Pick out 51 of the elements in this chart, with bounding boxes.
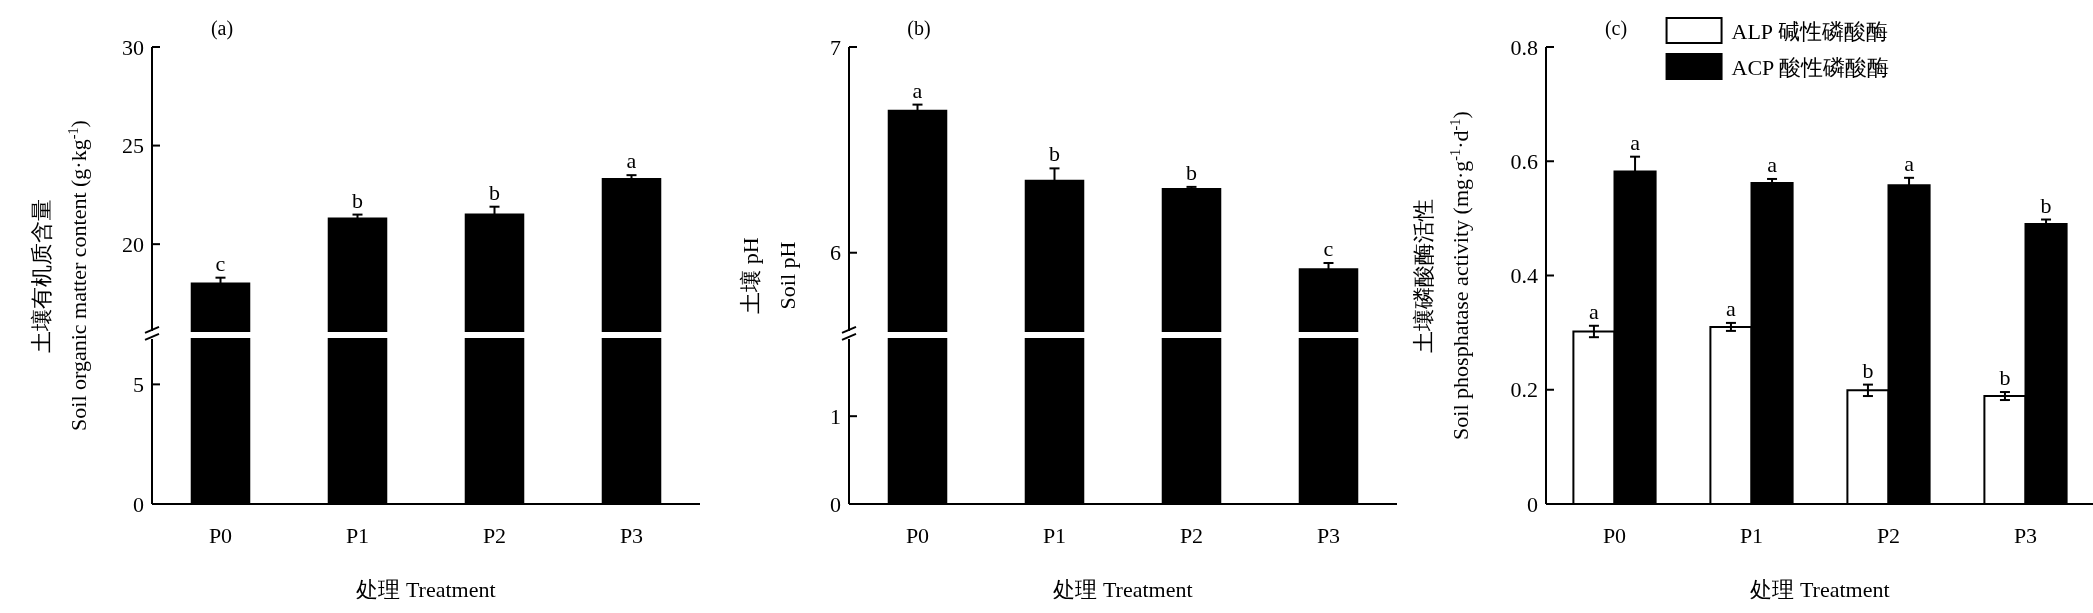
y-axis-title: 土壤 pH Soil pH — [737, 237, 800, 314]
y-tick-label: 30 — [122, 34, 144, 60]
annotation: b — [1186, 159, 1197, 185]
x-tick-label: P0 — [905, 523, 930, 548]
y-tick-label: 0.8 — [1510, 34, 1538, 60]
annotation: b — [1999, 365, 2011, 391]
y-tick-label: 25 — [122, 133, 144, 159]
y-tick-label: 6 — [830, 240, 841, 266]
x-axis-title: 处理 Treatment — [356, 577, 496, 602]
x-tick-label: P0 — [1602, 523, 1627, 548]
x-tick-label: P2 — [1179, 523, 1204, 548]
legend-label: ACP 酸性磷酸酶 — [1731, 54, 1890, 80]
y-tick-label: 0.4 — [1510, 263, 1538, 289]
annotation: c — [1323, 236, 1334, 262]
annotation: b — [1049, 141, 1060, 167]
x-tick-label: P0 — [208, 523, 233, 548]
x-axis-title: 处理 Treatment — [1053, 577, 1193, 602]
annotation: a — [626, 148, 637, 174]
y-tick-label: 1 — [830, 403, 841, 429]
annotation: b — [352, 187, 363, 213]
annotation: a — [1589, 298, 1600, 324]
y-tick-label: 0 — [1527, 491, 1538, 517]
y-tick-label: 0 — [133, 491, 144, 517]
annotation: b — [489, 179, 500, 205]
x-tick-label: P3 — [619, 523, 644, 548]
annotation: b — [2040, 192, 2052, 218]
chart-title: (c) — [1604, 17, 1628, 40]
annotation: a — [1904, 150, 1915, 176]
x-tick-label: P1 — [1739, 523, 1764, 548]
y-tick-label: 20 — [122, 231, 144, 257]
y-tick-label: 7 — [830, 34, 841, 60]
x-tick-label: P2 — [482, 523, 507, 548]
annotation: a — [1726, 295, 1737, 321]
x-tick-label: P3 — [2013, 523, 2038, 548]
annotation: c — [215, 250, 226, 276]
annotation: a — [912, 77, 923, 103]
annotation: b — [1862, 357, 1874, 383]
chart-title: (b) — [907, 17, 931, 40]
legend-label: ALP 碱性磷酸酶 — [1731, 18, 1888, 44]
y-tick-label: 0.6 — [1510, 148, 1538, 174]
x-axis-title: 处理 Treatment — [1750, 577, 1890, 602]
annotation: a — [1630, 129, 1641, 155]
x-tick-label: P3 — [1316, 523, 1341, 548]
annotation: a — [1767, 151, 1778, 177]
y-tick-label: 5 — [133, 372, 144, 398]
x-tick-label: P1 — [1042, 523, 1067, 548]
x-tick-label: P1 — [345, 523, 370, 548]
chart-title: (a) — [210, 17, 234, 40]
y-tick-label: 0 — [830, 491, 841, 517]
x-tick-label: P2 — [1876, 523, 1901, 548]
y-tick-label: 0.2 — [1510, 377, 1538, 403]
